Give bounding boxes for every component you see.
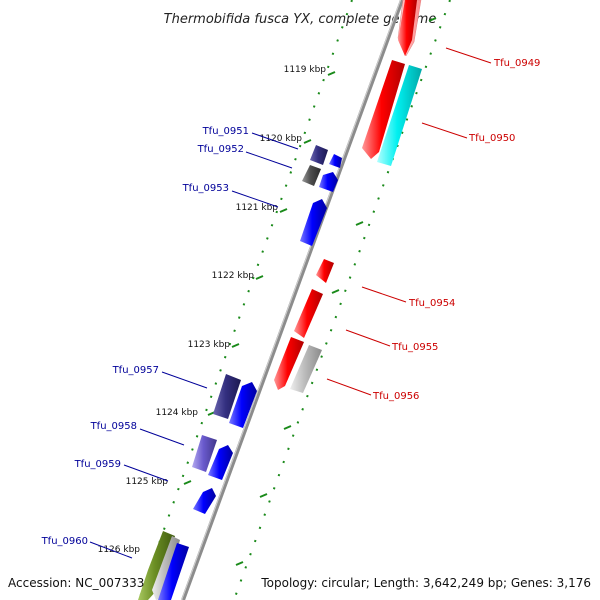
gene-label-tfu-0958[interactable]: Tfu_0958 (90, 421, 137, 432)
gene-tfu-0951-arrow[interactable] (329, 154, 342, 168)
gene-tfu-0951[interactable] (310, 145, 328, 165)
gene-tfu-0957[interactable] (213, 374, 241, 419)
gene-label-tfu-0954[interactable]: Tfu_0954 (408, 298, 455, 309)
gene-label-tfu-0955[interactable]: Tfu_0955 (391, 342, 438, 353)
gene-tfu-0958[interactable] (192, 435, 217, 472)
gene-tfu-0952-arrow[interactable] (319, 172, 338, 192)
gene-label-tfu-0949[interactable]: Tfu_0949 (493, 58, 540, 69)
label-leaders (89, 47, 492, 559)
gene-tfu-0960[interactable] (138, 531, 175, 600)
gene-tfu-0959[interactable] (208, 445, 233, 480)
gene-label-tfu-0957[interactable]: Tfu_0957 (112, 365, 159, 376)
gene-label-tfu-0950[interactable]: Tfu_0950 (468, 133, 515, 144)
kbp-label-1126: 1126 kbp (98, 545, 141, 555)
kbp-label-1124: 1124 kbp (156, 408, 199, 418)
kbp-label-1125: 1125 kbp (126, 477, 169, 487)
gene-tfu-0950-red[interactable] (362, 60, 405, 159)
kbp-label-1119: 1119 kbp (284, 65, 327, 75)
gene-tfu-0954[interactable] (316, 259, 334, 283)
gene-tfu-0949[interactable] (398, 0, 417, 56)
gene-label-tfu-0953[interactable]: Tfu_0953 (182, 183, 229, 194)
map-title: Thermobifida fusca YX, complete genome (164, 12, 437, 27)
kbp-label-1122: 1122 kbp (212, 271, 255, 281)
gene-tfu-0952[interactable] (302, 165, 321, 186)
kbp-label-1120: 1120 kbp (260, 134, 303, 144)
gene-tfu-0953[interactable] (300, 199, 327, 246)
kbp-label-1123: 1123 kbp (188, 340, 231, 350)
accession-text: Accession: NC_007333 (8, 576, 144, 590)
genome-backbone (181, 0, 404, 600)
gene-tfu-0957-arrow[interactable] (229, 382, 257, 428)
genome-summary-text: Topology: circular; Length: 3,642,249 bp… (260, 576, 591, 590)
gene-tfu-0960-arrow[interactable] (158, 543, 189, 600)
gene-tfu-0950[interactable] (377, 65, 422, 166)
gene-label-tfu-0960[interactable]: Tfu_0960 (41, 536, 88, 547)
kbp-label-1121: 1121 kbp (236, 203, 279, 213)
gene-tfu-0956[interactable] (290, 345, 322, 393)
gene-tfu-0955[interactable] (294, 289, 323, 338)
gene-tfu-0960-gray[interactable] (152, 536, 180, 600)
gene-tfu-0956-red[interactable] (274, 337, 304, 390)
gene-tfu-0959-small[interactable] (193, 488, 216, 514)
gene-label-tfu-0959[interactable]: Tfu_0959 (74, 459, 121, 470)
gene-label-tfu-0951[interactable]: Tfu_0951 (202, 126, 249, 137)
gene-label-tfu-0952[interactable]: Tfu_0952 (197, 144, 244, 155)
genome-backbone-highlight (181, 0, 402, 600)
gene-label-tfu-0956[interactable]: Tfu_0956 (372, 391, 419, 402)
